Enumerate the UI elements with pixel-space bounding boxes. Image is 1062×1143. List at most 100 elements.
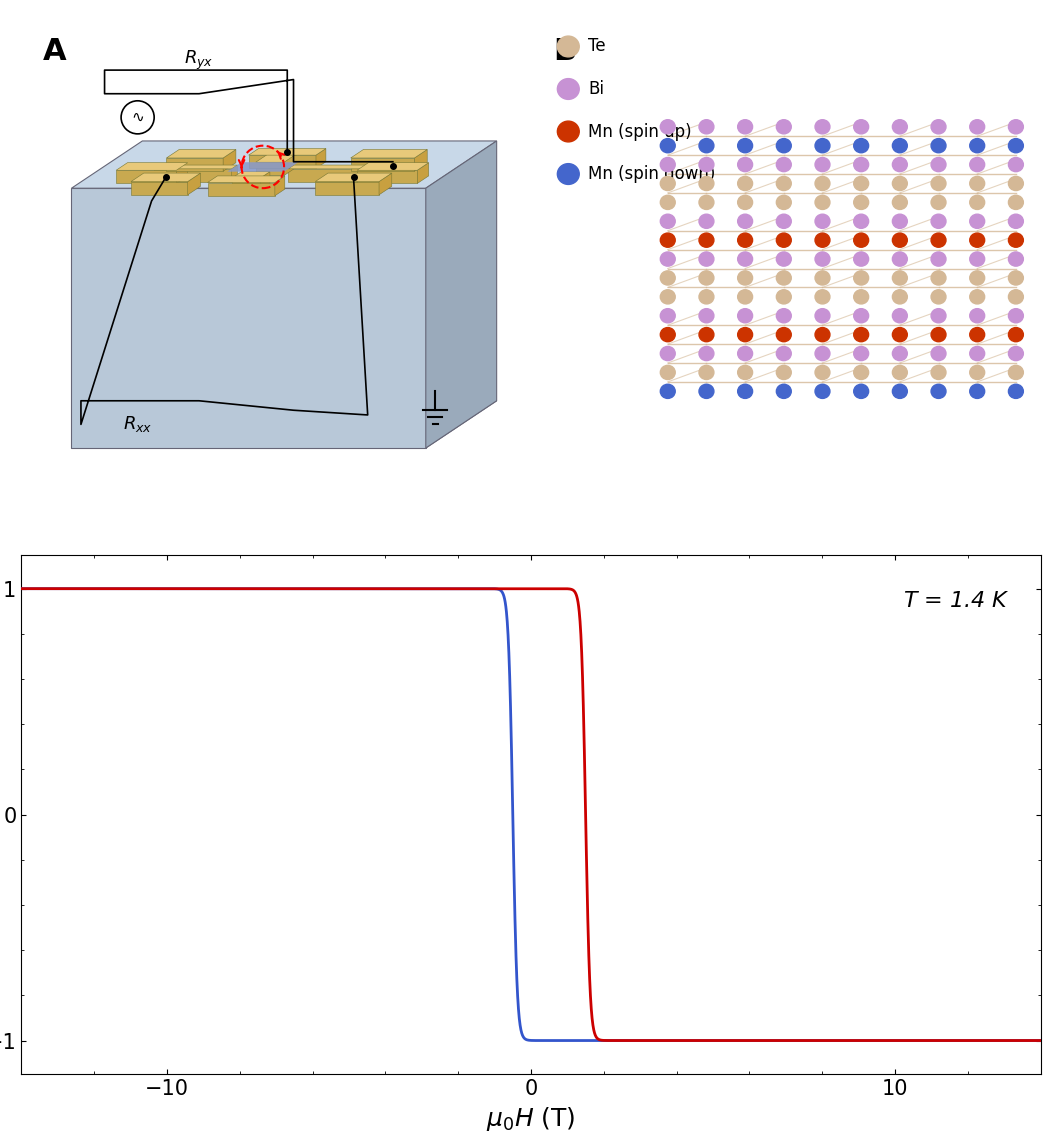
Circle shape <box>970 214 984 229</box>
Polygon shape <box>315 182 379 194</box>
Circle shape <box>121 101 154 134</box>
Polygon shape <box>249 155 316 168</box>
Circle shape <box>931 366 946 379</box>
Text: $R_{yx}$: $R_{yx}$ <box>185 49 213 72</box>
Circle shape <box>854 271 869 285</box>
Circle shape <box>699 120 714 134</box>
Circle shape <box>1009 214 1024 229</box>
Circle shape <box>661 328 675 342</box>
Polygon shape <box>357 170 417 184</box>
Circle shape <box>892 158 907 171</box>
Polygon shape <box>275 176 285 195</box>
Circle shape <box>699 384 714 399</box>
Polygon shape <box>71 141 497 189</box>
Circle shape <box>1009 120 1024 134</box>
Circle shape <box>970 195 984 209</box>
Text: B: B <box>553 37 577 66</box>
Circle shape <box>815 195 829 209</box>
Circle shape <box>776 309 791 322</box>
Polygon shape <box>350 150 427 158</box>
Circle shape <box>558 121 579 142</box>
Circle shape <box>699 309 714 322</box>
Circle shape <box>661 195 675 209</box>
Polygon shape <box>233 171 270 178</box>
Circle shape <box>970 309 984 322</box>
Circle shape <box>931 328 946 342</box>
Circle shape <box>892 328 907 342</box>
Circle shape <box>931 214 946 229</box>
Circle shape <box>854 366 869 379</box>
Circle shape <box>970 366 984 379</box>
Polygon shape <box>71 401 497 448</box>
Polygon shape <box>207 183 275 195</box>
Circle shape <box>699 346 714 361</box>
Polygon shape <box>116 170 176 184</box>
Circle shape <box>854 290 869 304</box>
Circle shape <box>854 214 869 229</box>
Circle shape <box>661 271 675 285</box>
Circle shape <box>738 384 753 399</box>
Text: $T$ = 1.4 K: $T$ = 1.4 K <box>904 591 1010 612</box>
Circle shape <box>661 214 675 229</box>
Circle shape <box>661 290 675 304</box>
Circle shape <box>1009 346 1024 361</box>
Polygon shape <box>414 150 427 171</box>
Circle shape <box>815 138 829 153</box>
Circle shape <box>738 271 753 285</box>
Polygon shape <box>316 149 326 168</box>
Circle shape <box>1009 366 1024 379</box>
Circle shape <box>970 120 984 134</box>
Circle shape <box>854 233 869 247</box>
Polygon shape <box>379 173 392 194</box>
Circle shape <box>699 233 714 247</box>
Polygon shape <box>426 141 497 448</box>
Circle shape <box>661 120 675 134</box>
Polygon shape <box>188 173 201 194</box>
Circle shape <box>699 251 714 266</box>
Text: Mn (spin up): Mn (spin up) <box>588 122 691 141</box>
Polygon shape <box>167 150 236 158</box>
Circle shape <box>854 158 869 171</box>
Circle shape <box>970 271 984 285</box>
Circle shape <box>776 271 791 285</box>
Circle shape <box>699 328 714 342</box>
Circle shape <box>892 251 907 266</box>
Circle shape <box>738 214 753 229</box>
Circle shape <box>854 138 869 153</box>
Circle shape <box>776 328 791 342</box>
Circle shape <box>1009 384 1024 399</box>
Circle shape <box>815 309 829 322</box>
Circle shape <box>776 251 791 266</box>
Polygon shape <box>260 171 270 191</box>
Circle shape <box>892 195 907 209</box>
Circle shape <box>661 158 675 171</box>
Circle shape <box>661 346 675 361</box>
Circle shape <box>661 176 675 191</box>
Circle shape <box>892 366 907 379</box>
Circle shape <box>854 346 869 361</box>
Circle shape <box>892 214 907 229</box>
Circle shape <box>815 120 829 134</box>
Text: A: A <box>44 37 67 66</box>
Circle shape <box>738 366 753 379</box>
Circle shape <box>1009 271 1024 285</box>
Circle shape <box>738 138 753 153</box>
Circle shape <box>776 138 791 153</box>
Circle shape <box>970 346 984 361</box>
Circle shape <box>1009 233 1024 247</box>
Circle shape <box>970 384 984 399</box>
Polygon shape <box>256 154 296 162</box>
Circle shape <box>1009 138 1024 153</box>
Polygon shape <box>154 165 237 169</box>
Circle shape <box>931 251 946 266</box>
Circle shape <box>931 233 946 247</box>
Circle shape <box>738 346 753 361</box>
Circle shape <box>970 233 984 247</box>
Circle shape <box>1009 309 1024 322</box>
Circle shape <box>854 176 869 191</box>
Polygon shape <box>232 165 237 182</box>
Circle shape <box>815 346 829 361</box>
Circle shape <box>699 195 714 209</box>
Polygon shape <box>350 158 414 171</box>
Circle shape <box>699 214 714 229</box>
